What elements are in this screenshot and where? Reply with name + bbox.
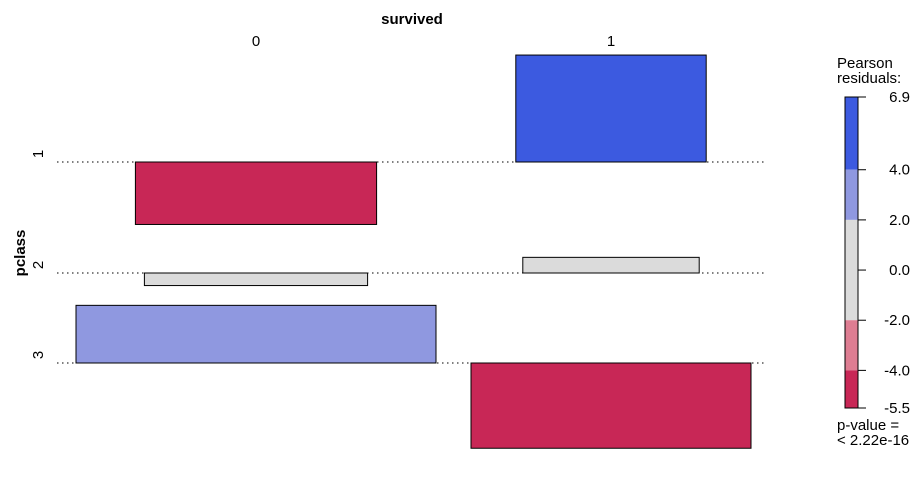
legend-segment-3	[845, 320, 858, 371]
residual-bar-row1-col0	[134, 161, 378, 225]
column-label-0: 0	[252, 33, 260, 50]
legend-tick-label-3: 0.0	[889, 262, 910, 279]
legend-tick-label-1: 4.0	[889, 162, 910, 179]
legend-color-bar: 6.9 4.0 2.0 0.0 -2.0 -4.0 -5.5	[844, 89, 910, 417]
pvalue-line2: < 2.22e-16	[837, 432, 909, 449]
residual-bar-row2-col1	[522, 256, 700, 274]
row-label-1: 1	[30, 150, 47, 158]
legend-segment-4	[845, 370, 858, 408]
residual-bar-row2-col0	[143, 272, 369, 287]
legend-segment-2	[845, 219, 858, 321]
tiles	[57, 54, 767, 449]
legend-segment-1	[845, 169, 858, 220]
residual-bar-row3-col0	[75, 304, 437, 364]
residual-bar-row1-col1	[515, 54, 707, 163]
legend-title-line1: Pearson	[837, 55, 893, 72]
pvalue-line1: p-value =	[837, 417, 899, 434]
column-variable-label: survived	[381, 11, 443, 28]
legend-title-line2: residuals:	[837, 70, 901, 87]
legend-tick-label-5: -4.0	[884, 362, 910, 379]
row-variable-label: pclass	[12, 230, 29, 277]
legend-tick-label-0: 6.9	[889, 89, 910, 106]
legend-tick-label-4: -2.0	[884, 312, 910, 329]
row-label-2: 2	[30, 261, 47, 269]
legend-tick-label-2: 2.0	[889, 212, 910, 229]
column-label-1: 1	[607, 33, 615, 50]
legend-bar-frame	[844, 96, 859, 409]
legend-segment-0	[845, 97, 858, 170]
legend-tick-label-6: -5.5	[884, 400, 910, 417]
legend: Pearson residuals: 6.9 4.0 2.0 0.0 -2.0 -4.0 -…	[837, 55, 910, 449]
residual-bar-row3-col1	[470, 362, 752, 449]
row-label-3: 3	[30, 351, 47, 359]
